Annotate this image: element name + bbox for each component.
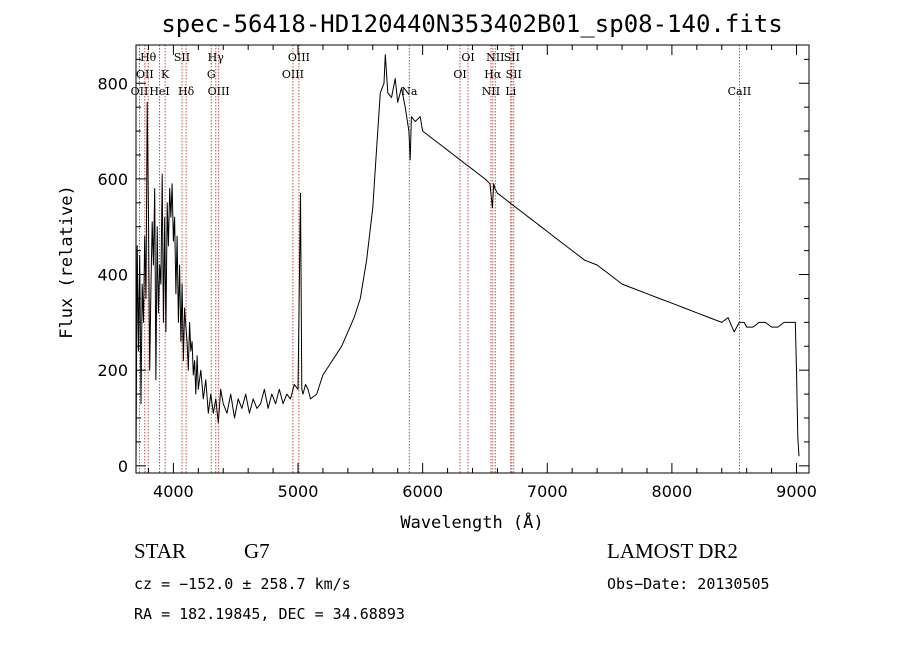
spectral-line-markers (138, 45, 740, 473)
survey-name: LAMOST DR2 (607, 539, 738, 563)
x-tick-label: 8000 (652, 482, 693, 501)
plot-frame (135, 44, 810, 474)
y-tick-label: 400 (97, 266, 128, 285)
spectral-line-label: K (161, 68, 170, 81)
object-subclass: G7 (244, 539, 270, 563)
x-axis-label: Wavelength (Å) (400, 511, 543, 533)
observation-date: Obs−Date: 20130505 (607, 575, 770, 593)
y-tick-label: 800 (97, 74, 128, 93)
redshift-velocity: cz = −152.0 ± 258.7 km/s (134, 575, 351, 593)
spectral-line-label: SII (504, 51, 520, 64)
chart-title: spec-56418-HD120440N353402B01_sp08-140.f… (161, 10, 782, 38)
spectral-line-label: SII (174, 51, 190, 64)
y-tick-label: 200 (97, 361, 128, 380)
spectral-line-label: Li (505, 85, 516, 98)
spectral-line-label: HeI (149, 85, 169, 98)
x-tick-label: 7000 (527, 482, 568, 501)
spectral-line-labels: OII OII Hθ HeI K SII Hδ G Hγ OIII OIII OIII Na OI OI NI… (131, 51, 752, 98)
spectral-line-label: OII (136, 68, 154, 81)
x-axis-ticks: 4000 5000 6000 7000 8000 9000 (147, 45, 817, 501)
spectral-line-label: OII (131, 85, 149, 98)
spectral-line-label: OI (453, 68, 466, 81)
spectral-line-label: OIII (282, 68, 304, 81)
spectral-line-label: NII (486, 51, 504, 64)
spectral-line-label: OIII (208, 85, 230, 98)
y-axis-ticks: 0 200 400 600 800 (97, 58, 809, 476)
spectral-line-label: CaII (728, 85, 752, 98)
spectral-line-label: Hδ (178, 85, 195, 98)
y-tick-label: 600 (97, 170, 128, 189)
x-tick-label: 9000 (776, 482, 817, 501)
spectral-line-label: NII (482, 85, 500, 98)
y-tick-label: 0 (118, 457, 128, 476)
spectral-line-label: Hγ (208, 51, 225, 64)
spectral-line-label: Hθ (140, 51, 157, 64)
x-tick-label: 5000 (278, 482, 319, 501)
spectral-line-label: SII (506, 68, 522, 81)
spectrum-line (135, 54, 800, 466)
spectral-line-label: Na (401, 85, 418, 98)
x-tick-label: 4000 (153, 482, 194, 501)
object-class: STAR (134, 539, 186, 563)
spectral-line-label: G (207, 68, 216, 81)
y-axis-label: Flux (relative) (57, 185, 77, 339)
spectral-line-label: OIII (288, 51, 310, 64)
spectral-line-label: OI (461, 51, 474, 64)
ra-dec-coordinates: RA = 182.19845, DEC = 34.68893 (134, 605, 405, 623)
spectral-line-label: Hα (484, 68, 502, 81)
spectrum-series (135, 54, 800, 466)
x-tick-label: 6000 (402, 482, 443, 501)
